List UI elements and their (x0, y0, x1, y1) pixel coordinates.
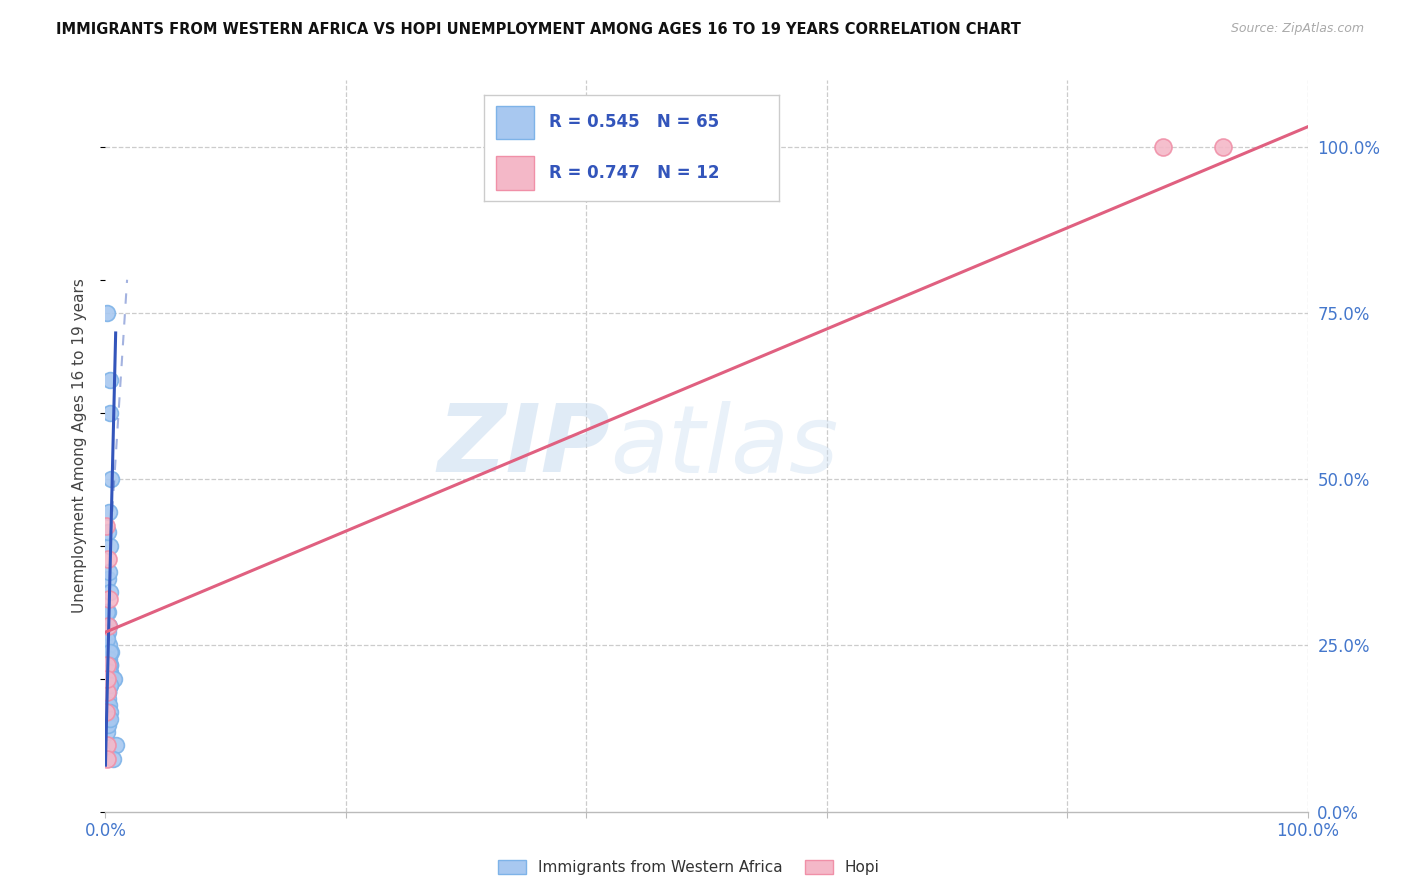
Point (101, 672, 124, 686)
Point (98, 698, 121, 713)
Point (96, 672, 118, 686)
Point (96, 705, 118, 719)
Point (97, 652, 120, 666)
Point (94, 705, 117, 719)
Point (96, 672, 118, 686)
Point (97, 625, 120, 640)
Point (97, 678, 120, 692)
Point (98, 658, 121, 673)
Point (98, 506, 121, 520)
Point (97, 712, 120, 726)
Point (96, 725, 118, 739)
Point (98, 672, 121, 686)
Point (96, 306, 118, 320)
Point (98, 652, 121, 666)
Point (98, 618, 121, 632)
Y-axis label: Unemployment Among Ages 16 to 19 years: Unemployment Among Ages 16 to 19 years (72, 278, 87, 614)
Legend: Immigrants from Western Africa, Hopi: Immigrants from Western Africa, Hopi (498, 861, 880, 875)
Point (98, 665, 121, 679)
Text: IMMIGRANTS FROM WESTERN AFRICA VS HOPI UNEMPLOYMENT AMONG AGES 16 TO 19 YEARS CO: IMMIGRANTS FROM WESTERN AFRICA VS HOPI U… (56, 22, 1021, 37)
Point (98, 712, 121, 726)
Point (98, 678, 121, 692)
Point (98, 665, 121, 679)
Point (96, 698, 118, 713)
Point (98, 658, 121, 673)
Point (98, 665, 121, 679)
Point (98, 672, 121, 686)
Point (98, 406, 121, 420)
Point (97, 525, 120, 540)
Text: ZIP: ZIP (437, 400, 610, 492)
Point (96, 678, 118, 692)
Point (100, 472, 122, 486)
Point (96, 685, 118, 699)
Point (97, 665, 120, 679)
Point (96, 518, 118, 533)
Point (98, 658, 121, 673)
Point (96, 672, 118, 686)
Point (96, 658, 118, 673)
Point (96, 632, 118, 646)
Point (97, 618, 120, 632)
Point (97, 552, 120, 566)
Point (98, 639, 121, 653)
Point (101, 751, 124, 765)
Point (97, 658, 120, 673)
Point (97, 685, 120, 699)
Text: Source: ZipAtlas.com: Source: ZipAtlas.com (1230, 22, 1364, 36)
Point (96, 678, 118, 692)
Point (97, 672, 120, 686)
Point (98, 658, 121, 673)
Point (96, 665, 118, 679)
Point (98, 665, 121, 679)
Point (98, 372, 121, 386)
Point (97, 572, 120, 586)
Point (96, 738, 118, 752)
Point (97, 685, 120, 699)
Point (1152, 140, 1174, 154)
Point (105, 738, 128, 752)
Point (96, 605, 118, 619)
Point (97, 691, 120, 706)
Point (98, 539, 121, 553)
Point (1212, 140, 1234, 154)
Point (98, 566, 121, 580)
Point (97, 685, 120, 699)
Point (97, 718, 120, 732)
Point (98, 705, 121, 719)
Point (100, 645, 122, 659)
Point (98, 645, 121, 659)
Point (97, 672, 120, 686)
Point (96, 751, 118, 765)
Point (98, 672, 121, 686)
Point (98, 665, 121, 679)
Point (98, 658, 121, 673)
Point (98, 678, 121, 692)
Point (97, 618, 120, 632)
Point (98, 585, 121, 599)
Text: atlas: atlas (610, 401, 838, 491)
Point (98, 658, 121, 673)
Point (103, 672, 125, 686)
Point (96, 672, 118, 686)
Point (98, 591, 121, 606)
Point (98, 672, 121, 686)
Point (97, 605, 120, 619)
